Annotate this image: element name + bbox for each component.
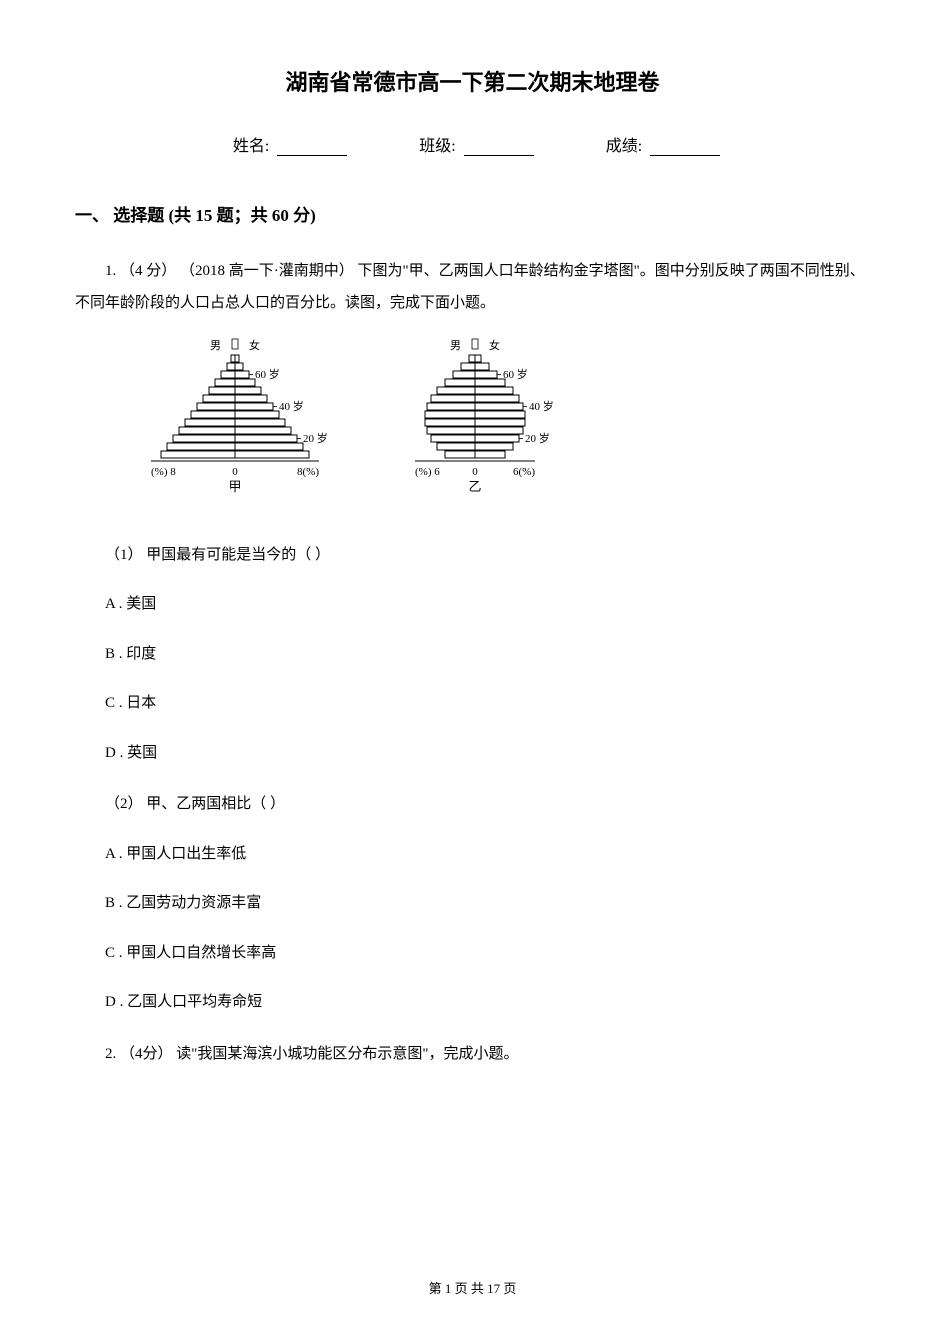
q1-optC1: C . 日本: [75, 688, 870, 720]
svg-text:8(%): 8(%): [297, 466, 319, 478]
pyramid-jia: 男 女 60 岁 40 岁 20 岁 (%) 8 0 8(%) 甲: [135, 337, 345, 520]
q1-optB1: B . 印度: [75, 639, 870, 671]
score-blank: [650, 138, 720, 156]
svg-text:女: 女: [489, 338, 500, 352]
svg-text:0: 0: [472, 466, 478, 478]
page-title: 湖南省常德市高一下第二次期末地理卷: [75, 65, 870, 97]
pyramid-yi-svg: 男 女 60 岁 40 岁 20 岁 (%) 6 0 6(%) 乙: [385, 337, 575, 507]
svg-text:60 岁: 60 岁: [255, 367, 280, 381]
q1-optC2: C . 甲国人口自然增长率高: [75, 938, 870, 970]
q1-optD2: D . 乙国人口平均寿命短: [75, 987, 870, 1019]
q2-prompt: 2. （4分） 读"我国某海滨小城功能区分布示意图"，完成小题。: [75, 1039, 870, 1071]
svg-text:6(%): 6(%): [513, 466, 535, 478]
pyramid-jia-svg: 男 女 60 岁 40 岁 20 岁 (%) 8 0 8(%) 甲: [135, 337, 345, 507]
section-header: 一、 选择题 (共 15 题；共 60 分): [75, 201, 870, 226]
svg-text:60 岁: 60 岁: [503, 367, 528, 381]
pyramid-figures: 男 女 60 岁 40 岁 20 岁 (%) 8 0 8(%) 甲 男 女 60 岁 40 岁 20 岁…: [135, 337, 870, 520]
pyramid-yi: 男 女 60 岁 40 岁 20 岁 (%) 6 0 6(%) 乙: [385, 337, 575, 520]
question-1: 1. （4 分） （2018 高一下·灌南期中） 下图为"甲、乙两国人口年龄结构…: [75, 256, 870, 1070]
q1-optD1: D . 英国: [75, 738, 870, 770]
q1-optB2: B . 乙国劳动力资源丰富: [75, 888, 870, 920]
q1-sub1: （1） 甲国最有可能是当今的（ ）: [75, 540, 870, 572]
class-blank: [464, 138, 534, 156]
svg-text:女: 女: [249, 338, 260, 352]
svg-text:40 岁: 40 岁: [529, 399, 554, 413]
q1-prompt: 1. （4 分） （2018 高一下·灌南期中） 下图为"甲、乙两国人口年龄结构…: [75, 256, 870, 319]
svg-text:甲: 甲: [228, 479, 241, 494]
class-label: 班级:: [419, 138, 455, 155]
q1-optA1: A . 美国: [75, 589, 870, 621]
score-label: 成绩:: [606, 138, 642, 155]
svg-text:乙: 乙: [468, 479, 481, 494]
q1-sub2: （2） 甲、乙两国相比（ ）: [75, 789, 870, 821]
svg-text:男: 男: [450, 340, 461, 352]
name-blank: [277, 138, 347, 156]
svg-text:40 岁: 40 岁: [279, 399, 304, 413]
info-line: 姓名: 班级: 成绩:: [75, 132, 870, 156]
svg-text:男: 男: [210, 340, 221, 352]
svg-text:20 岁: 20 岁: [303, 431, 328, 445]
page-footer: 第 1 页 共 17 页: [0, 1278, 945, 1297]
svg-text:(%) 8: (%) 8: [151, 466, 176, 478]
svg-text:(%) 6: (%) 6: [415, 466, 440, 478]
svg-text:0: 0: [232, 466, 238, 478]
q1-optA2: A . 甲国人口出生率低: [75, 839, 870, 871]
name-label: 姓名:: [233, 138, 269, 155]
svg-text:20 岁: 20 岁: [525, 431, 550, 445]
